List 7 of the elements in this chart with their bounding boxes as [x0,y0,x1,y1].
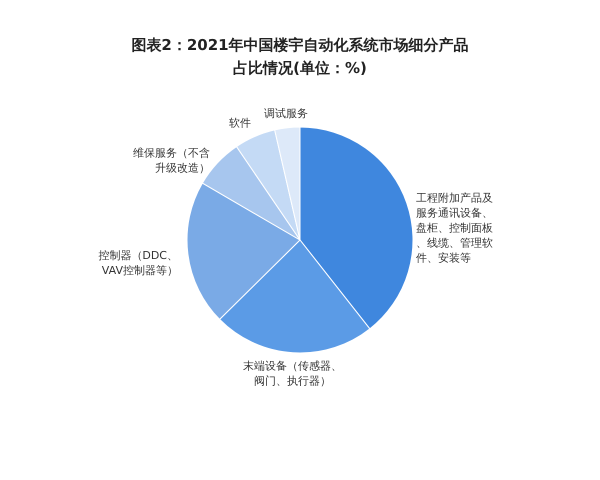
slice-label: 末端设备（传感器、阀门、执行器） [242,360,342,388]
slice-label: 维保服务（不含升级改造） [133,146,210,174]
slice-label: 工程附加产品及服务通讯设备、盘柜、控制面板、线缆、管理软件、安装等 [416,191,494,264]
chart-title: 图表2：2021年中国楼宇自动化系统市场细分产品占比情况(单位：%) [131,36,469,77]
slice-label: 软件 [228,116,251,130]
slice-label: 控制器（DDC、VAV控制器等） [98,248,178,277]
slice-label: 调试服务 [264,106,308,120]
